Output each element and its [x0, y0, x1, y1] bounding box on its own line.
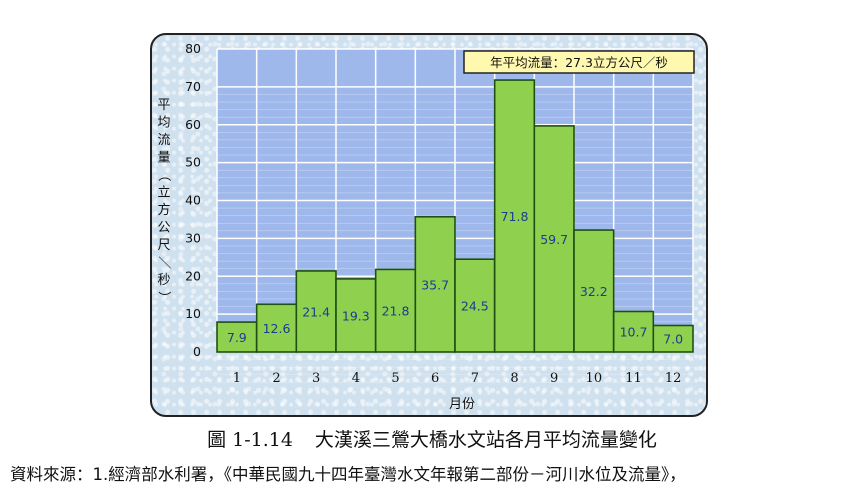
value-label: 19.3: [342, 308, 370, 323]
x-tick-label: 6: [431, 371, 439, 386]
bar-month-7: [454, 258, 496, 353]
y-axis-label-char: ／: [156, 256, 171, 269]
value-label: 35.7: [421, 277, 449, 292]
x-tick-label: 1: [233, 371, 241, 386]
y-axis-label-char: ）: [156, 291, 171, 304]
x-tick-label: 4: [352, 371, 360, 386]
value-label: 21.8: [382, 304, 410, 319]
x-tick-label: 8: [510, 371, 518, 386]
bar-month-12: [652, 324, 694, 353]
bar-month-4: [335, 278, 377, 353]
figure-title: 大漢溪三鶯大橋水文站各月平均流量變化: [314, 429, 657, 451]
y-axis-label-char: 方: [157, 202, 170, 218]
x-tick-label: 2: [272, 371, 280, 386]
bar-month-8: [493, 79, 536, 353]
x-tick-label: 9: [550, 371, 558, 386]
x-tick-label: 12: [665, 371, 682, 386]
value-label: 12.6: [263, 321, 291, 336]
y-axis-label-char: 平: [157, 98, 170, 113]
y-tick-label: 40: [185, 193, 201, 208]
value-label: 32.2: [580, 284, 608, 299]
value-label: 7.9: [227, 330, 247, 345]
value-label: 21.4: [302, 304, 330, 319]
y-tick-label: 10: [185, 306, 201, 321]
y-axis-label-char: 立: [157, 186, 170, 201]
bar-month-6: [414, 215, 456, 353]
bar-chart: 7.9 12.6 21.4 19.3 21.8 35.7 24.5 71.8 59.7 32.2 1…: [156, 41, 695, 412]
y-axis-label-char: 尺: [157, 238, 170, 253]
bar-month-3: [295, 270, 337, 353]
x-tick-label: 11: [625, 371, 642, 386]
y-axis-label-char: 秒: [157, 273, 170, 288]
y-axis-label-char: 均: [157, 116, 170, 131]
value-label: 10.7: [620, 325, 648, 340]
y-axis-label-char: （: [156, 168, 171, 181]
figure-number: 圖 1-1.14: [207, 429, 293, 451]
x-tick-label: 5: [391, 371, 399, 386]
chart-frame: 7.9 12.6 21.4 19.3 21.8 35.7 24.5 71.8 59.7 32.2 1…: [150, 33, 708, 417]
figure-caption: 圖 1-1.14 大漢溪三鶯大橋水文站各月平均流量變化: [0, 425, 864, 452]
y-tick-label: 0: [193, 344, 201, 359]
bars: [216, 79, 694, 353]
y-tick-label: 70: [185, 79, 201, 94]
x-tick-label: 7: [471, 371, 479, 386]
x-tick-labels: 1 2 3 4 5 6 7 8 9 10 11 12: [233, 371, 682, 386]
bar-month-9: [533, 125, 575, 353]
bar-month-1: [216, 321, 258, 353]
annotation-box: [463, 50, 695, 74]
value-label: 71.8: [501, 209, 529, 224]
y-tick-label: 60: [185, 117, 201, 132]
annual-average-annotation: 年平均流量：27.3立方公尺／秒: [463, 50, 695, 74]
y-axis-label-char: 公: [157, 221, 170, 236]
value-labels: 7.9 12.6 21.4 19.3 21.8 35.7 24.5 71.8 59.7 32.2 1…: [227, 209, 683, 347]
value-label: 59.7: [540, 232, 568, 247]
value-label: 7.0: [663, 332, 683, 347]
bar-month-10: [573, 229, 615, 353]
y-axis-label-char: 量: [157, 151, 170, 166]
x-axis-label: 月份: [449, 397, 475, 412]
y-tick-labels: 0 10 20 30 40 50 60 70 80: [185, 41, 201, 359]
y-tick-label: 80: [185, 41, 201, 56]
y-tick-label: 30: [185, 230, 201, 245]
annotation-text: 年平均流量：27.3立方公尺／秒: [490, 55, 668, 70]
bar-month-11: [612, 310, 655, 353]
x-tick-label: 3: [312, 371, 320, 386]
source-note: 資料來源：1.經濟部水利署，《中華民國九十四年臺灣水文年報第二部份－河川水位及流…: [10, 465, 686, 484]
x-tick-label: 10: [586, 371, 603, 386]
y-tick-label: 50: [185, 155, 201, 170]
y-axis-label: 平均流量 （ 立方公尺 ／ 秒 ）: [156, 98, 171, 304]
value-label: 24.5: [461, 299, 489, 314]
y-axis-label-char: 流: [157, 133, 170, 148]
y-tick-label: 20: [185, 268, 201, 283]
